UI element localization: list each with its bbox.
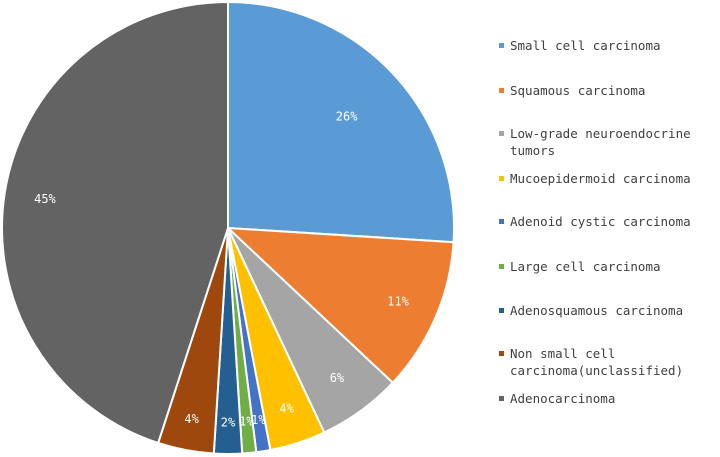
legend-label: Squamous carcinoma	[510, 83, 646, 98]
legend-label: Non small cell carcinoma(unclassified)	[510, 346, 684, 378]
legend-label: Mucoepidermoid carcinoma	[510, 171, 691, 186]
pie-slice	[227, 0, 455, 244]
legend-item: Squamous carcinoma	[499, 82, 720, 99]
legend-swatch	[499, 396, 504, 401]
legend-item: Adenosquamous carcinoma	[499, 302, 720, 319]
legend-item: Small cell carcinoma	[499, 37, 720, 54]
legend-swatch	[499, 176, 504, 181]
pie-slices	[1, 0, 455, 455]
legend-item: Adenocarcinoma	[499, 390, 720, 407]
legend-swatch	[499, 308, 504, 313]
legend-swatch	[499, 88, 504, 93]
slice-value-label: 6%	[330, 371, 345, 385]
legend-swatch	[499, 264, 504, 269]
slice-value-label: 26%	[336, 110, 358, 124]
slice-value-label: 4%	[279, 402, 294, 416]
pie-slice	[1, 0, 229, 445]
legend-swatch	[499, 351, 504, 356]
pie-value-labels: 26%11%6%4%1%1%2%4%45%	[34, 110, 410, 430]
legend-item: Mucoepidermoid carcinoma	[499, 170, 720, 187]
slice-value-label: 2%	[221, 415, 236, 429]
slice-value-label: 1%	[239, 414, 254, 428]
legend-swatch	[499, 43, 504, 48]
legend-label: Small cell carcinoma	[510, 38, 661, 53]
legend-swatch	[499, 131, 504, 136]
pie-slice	[225, 226, 455, 385]
legend-item: Low-grade neuroendocrine tumors	[499, 125, 720, 159]
legend-item: Large cell carcinoma	[499, 258, 720, 275]
legend-label: Adenosquamous carcinoma	[510, 303, 684, 318]
legend-item: Non small cell carcinoma(unclassified)	[499, 345, 720, 379]
slice-value-label: 4%	[184, 412, 199, 426]
legend-item: Adenoid cystic carcinoma	[499, 213, 720, 230]
legend-label: Adenoid cystic carcinoma	[510, 214, 691, 229]
legend-label: Low-grade neuroendocrine tumors	[510, 126, 691, 158]
slice-value-label: 1%	[251, 413, 266, 427]
legend-swatch	[499, 219, 504, 224]
slice-value-label: 11%	[387, 295, 409, 309]
legend-label: Large cell carcinoma	[510, 259, 661, 274]
slice-value-label: 45%	[34, 192, 56, 206]
legend-label: Adenocarcinoma	[510, 391, 616, 406]
